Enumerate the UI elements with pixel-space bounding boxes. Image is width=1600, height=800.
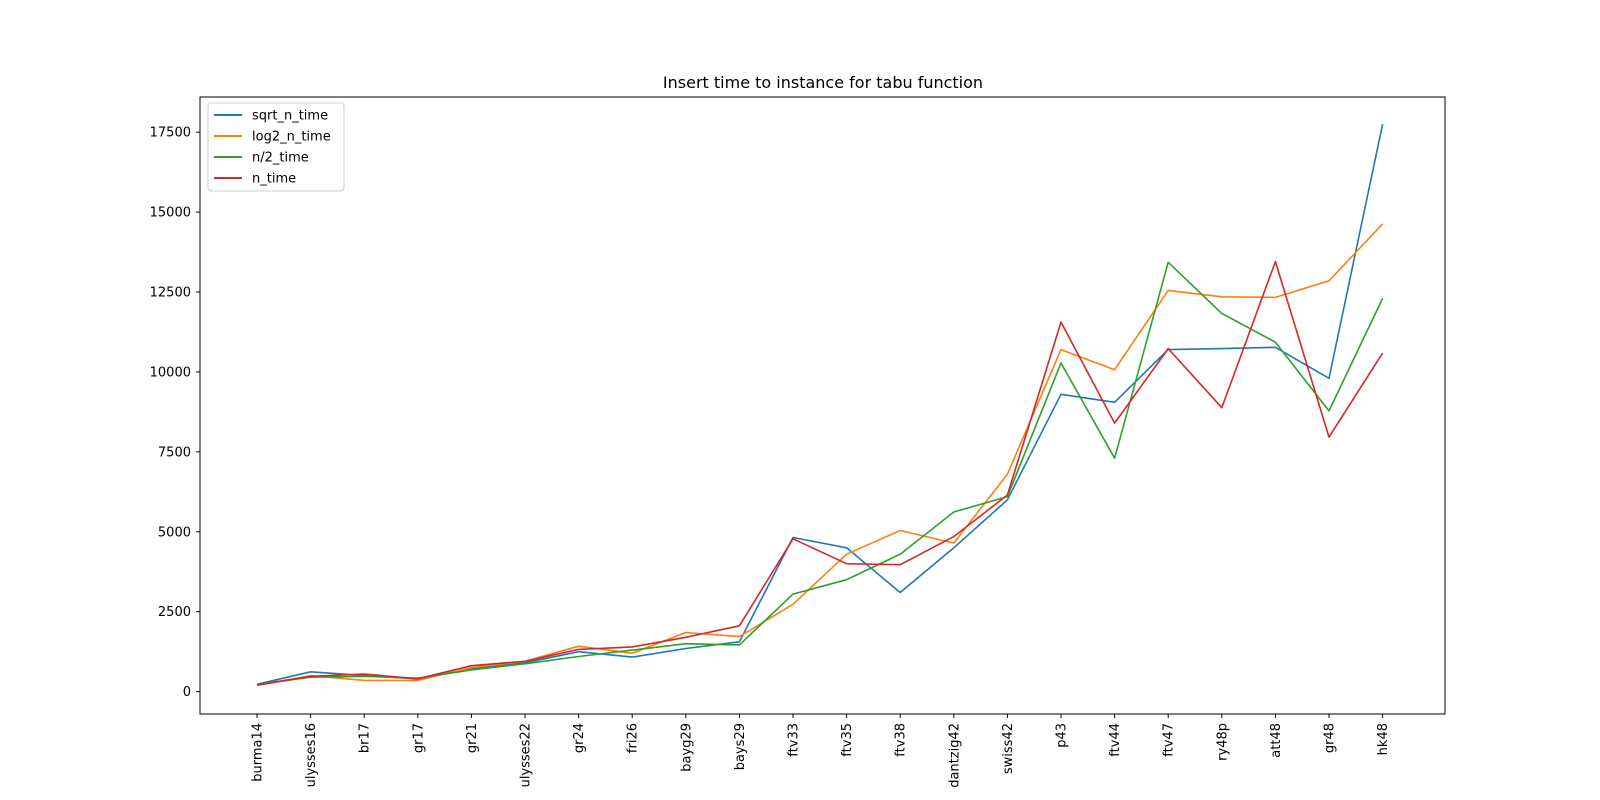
series-lines [256,124,1384,686]
x-tick-label: ulysses22 [519,723,534,787]
legend-box [207,102,345,192]
x-tick-label: gr48 [1323,723,1338,753]
y-tick-label: 15000 [150,206,191,221]
x-axis: burma14 ulysses16 br17 gr17 gr21 ulysses22 gr2… [251,714,1391,788]
x-tick-label: ftv33 [787,723,802,757]
x-tick-label: burma14 [251,723,266,782]
y-tick-label: 17500 [150,126,191,141]
x-tick-label: dantzig42 [947,723,962,788]
chart-title: Insert time to instance for tabu functio… [663,73,983,92]
y-axis: 0 2500 5000 7500 10000 12500 15000 17500 [150,126,200,700]
x-tick-label: fri26 [626,723,641,753]
plot-area [199,96,1446,715]
legend-label: n_time [252,172,296,187]
y-tick-label: 5000 [158,525,191,540]
x-tick-label: bayg29 [679,723,694,772]
x-tick-label: ulysses16 [304,723,319,787]
legend-label: log2_n_time [252,130,331,145]
y-tick-label: 10000 [150,365,191,380]
series-line-1 [256,223,1384,686]
legend-label: n/2_time [252,151,309,166]
series-line-2 [256,261,1384,686]
plot-frame [199,96,1446,715]
legend: sqrt_n_time log2_n_time n/2_time n_time [207,102,345,192]
x-tick-label: att48 [1269,723,1284,758]
x-tick-label: swiss42 [1001,723,1016,774]
x-tick-label: ftv38 [894,723,909,757]
y-tick-label: 0 [183,685,191,700]
x-tick-label: gr17 [411,723,426,753]
x-tick-label: hk48 [1376,723,1391,755]
series-line-0 [256,124,1384,686]
x-tick-label: br17 [358,723,373,753]
x-tick-label: gr21 [465,723,480,753]
x-tick-label: ry48p [1215,723,1230,761]
y-tick-label: 7500 [158,445,191,460]
x-tick-label: ftv47 [1162,723,1177,757]
y-tick-label: 12500 [150,286,191,301]
x-tick-label: ftv35 [840,723,855,757]
x-tick-label: p43 [1055,723,1070,748]
x-tick-label: gr24 [572,723,587,753]
y-tick-label: 2500 [158,605,191,620]
legend-label: sqrt_n_time [252,109,328,124]
x-tick-label: ftv44 [1108,723,1123,757]
x-tick-label: bays29 [733,723,748,770]
series-line-3 [256,260,1384,686]
